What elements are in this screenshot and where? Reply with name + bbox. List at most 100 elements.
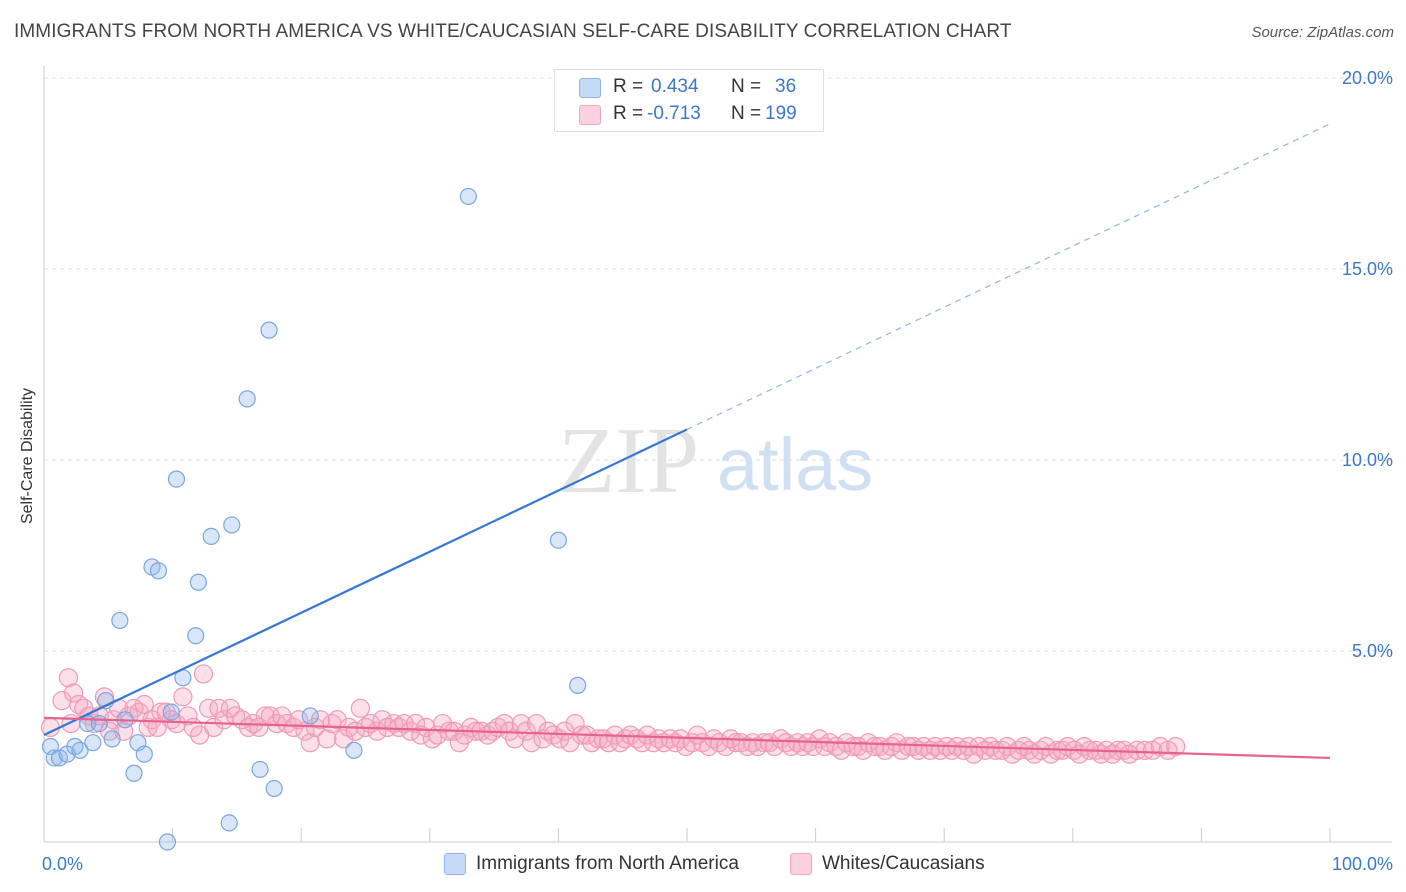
pink-point	[1166, 736, 1186, 757]
legend-r-value: -0.713	[647, 103, 701, 124]
pink-point	[173, 687, 193, 707]
pink-point	[317, 729, 337, 749]
legend-r-label: R =	[613, 76, 644, 97]
pink-point	[660, 729, 680, 749]
pink-point	[238, 717, 259, 738]
pink-point	[516, 721, 536, 741]
legend-r-label: R =	[613, 103, 644, 124]
y-tick-label: 15.0%	[1342, 259, 1393, 279]
pink-point	[58, 668, 79, 688]
pink-point	[565, 713, 585, 734]
pink-point	[61, 713, 81, 734]
legend-n-value: 199	[765, 103, 797, 124]
blue-trend-extension	[686, 123, 1331, 430]
pink-point	[334, 729, 354, 749]
x-tick-label: 0.0%	[42, 854, 83, 874]
pink-point	[764, 736, 785, 757]
bottom-legend-label-pink: Whites/Caucasians	[822, 853, 985, 874]
axes	[43, 66, 1392, 843]
chart-title: IMMIGRANTS FROM NORTH AMERICA VS WHITE/C…	[14, 21, 1012, 42]
pink-point	[193, 664, 214, 684]
blue-point	[459, 187, 477, 206]
blue-point	[260, 321, 278, 339]
pink-point	[134, 694, 154, 715]
blue-point	[125, 764, 143, 782]
pink-point	[178, 706, 198, 726]
pink-point	[759, 733, 779, 753]
source-label: Source: ZipAtlas.com	[1251, 24, 1394, 41]
pink-point	[350, 698, 370, 718]
blue-point	[220, 814, 238, 832]
trend-lines	[43, 123, 1331, 760]
pink-point	[726, 733, 746, 753]
pink-point	[1031, 740, 1051, 760]
y-tick-label: 10.0%	[1342, 450, 1393, 470]
pink-point	[367, 721, 387, 741]
y-tick-label: 20.0%	[1342, 68, 1393, 88]
blue-point	[158, 833, 177, 851]
blue-point	[45, 749, 63, 767]
pink-point	[881, 736, 902, 757]
blue-point	[301, 707, 319, 725]
blue-point	[111, 611, 129, 630]
bottom-legend-swatch-pink	[790, 853, 812, 875]
blue-point	[162, 703, 180, 721]
watermark-atlas: atlas	[717, 423, 873, 506]
legend-n-label: N =	[731, 103, 762, 124]
pink-point	[742, 733, 763, 753]
legend-r-value: 0.434	[651, 76, 699, 97]
pink-point	[538, 721, 558, 741]
blue-point	[84, 734, 102, 752]
pink-point	[209, 698, 229, 718]
watermark-zip: ZIP	[558, 409, 699, 513]
blue-point	[569, 676, 587, 694]
legend-n-label: N =	[731, 76, 762, 97]
bottom-legend-label-blue: Immigrants from North America	[476, 853, 739, 874]
blue-point	[238, 390, 256, 408]
pink-point	[40, 717, 61, 738]
legend-n-value: 36	[775, 76, 797, 97]
pink-point	[1009, 740, 1029, 760]
blue-point	[189, 573, 207, 591]
y-axis-label: Self-Care Disability	[19, 387, 36, 525]
pink-point	[289, 710, 309, 730]
pink-trend-line	[43, 716, 1331, 760]
blue-point	[187, 627, 205, 645]
grid	[44, 77, 1392, 652]
blue-point	[549, 531, 568, 549]
legend-swatch-blue	[579, 78, 601, 98]
pink-point	[63, 683, 84, 703]
pink-point	[327, 710, 347, 730]
tick-labels: 5.0% 10.0% 15.0% 20.0% 0.0% 100.0%	[42, 68, 1393, 874]
pink-point	[975, 740, 995, 760]
blue-point	[71, 741, 89, 759]
pink-point	[433, 713, 453, 734]
pink-point	[310, 710, 331, 730]
pink-point	[898, 736, 918, 757]
blue-point	[167, 470, 186, 488]
blue-points	[41, 187, 587, 851]
blue-point	[251, 760, 269, 779]
pink-point	[199, 698, 219, 718]
x-tick-label: 100.0%	[1332, 854, 1393, 874]
blue-point	[345, 741, 363, 759]
blue-point	[223, 516, 241, 534]
pink-point	[1103, 744, 1123, 764]
pink-point	[406, 713, 426, 734]
pink-point	[637, 725, 657, 745]
watermark: ZIP atlas	[558, 409, 873, 513]
blue-point	[135, 745, 153, 763]
blue-point	[265, 779, 283, 798]
pink-point	[865, 736, 885, 757]
pink-point	[992, 740, 1012, 760]
pink-point	[249, 717, 269, 738]
bottom-legend-swatch-blue	[444, 853, 466, 875]
pink-point	[1127, 740, 1147, 760]
blue-point	[202, 527, 220, 546]
legend-swatch-pink	[579, 105, 601, 125]
blue-point	[103, 730, 121, 748]
blue-point	[50, 749, 69, 767]
pink-point	[1135, 740, 1155, 760]
blue-point	[149, 562, 168, 580]
